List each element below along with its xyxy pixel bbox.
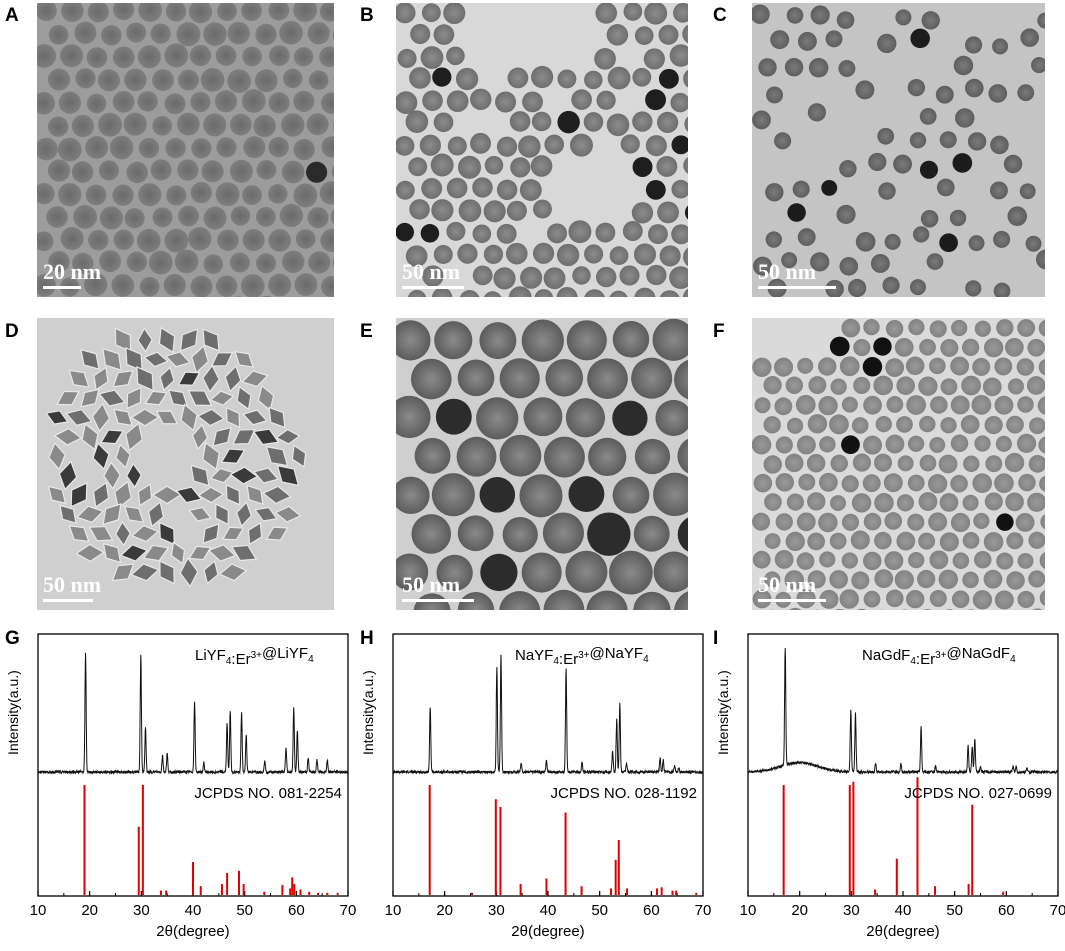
panel-label-d: D [5, 321, 19, 343]
x-tick-label: 60 [643, 902, 660, 919]
plot-frame [393, 634, 703, 896]
sample-label: NaGdF4:Er3+@NaGdF4 [862, 645, 1016, 668]
xrd-pattern-line [748, 648, 1058, 773]
panel-label-e: E [360, 321, 373, 343]
tem-image-b: 50 nm [396, 3, 688, 297]
x-tick-label: 20 [791, 902, 808, 919]
x-tick-label: 70 [1050, 902, 1065, 919]
scale-bar-label-f: 50 nm [758, 572, 816, 597]
x-tick-label: 10 [740, 902, 757, 919]
x-tick-label: 60 [998, 902, 1015, 919]
reference-label: JCPDS NO. 081-2254 [194, 785, 342, 802]
tem-image-e: 50 nm [396, 318, 688, 610]
x-tick-label: 30 [488, 902, 505, 919]
x-tick-label: 30 [133, 902, 150, 919]
reference-label: JCPDS NO. 027-0699 [904, 785, 1052, 802]
x-tick-label: 40 [185, 902, 202, 919]
y-axis-label: Intensity(a.u.) [715, 670, 731, 755]
x-tick-label: 10 [30, 902, 47, 919]
panel-label-c: C [713, 5, 727, 27]
panel-label-f: F [713, 321, 725, 343]
x-axis-label: 2θ(degree) [511, 923, 584, 940]
x-tick-label: 70 [695, 902, 712, 919]
x-tick-label: 40 [540, 902, 557, 919]
x-tick-label: 70 [340, 902, 357, 919]
y-axis-label: Intensity(a.u.) [360, 670, 376, 755]
plot-frame [748, 634, 1058, 896]
x-tick-label: 50 [591, 902, 608, 919]
scale-bar-label-e: 50 nm [402, 572, 460, 597]
scale-bar-a: 20 nm [43, 261, 101, 283]
scale-bar-label-b: 50 nm [402, 259, 460, 284]
reference-label: JCPDS NO. 028-1192 [551, 785, 697, 802]
x-tick-label: 20 [81, 902, 98, 919]
panel-label-a: A [5, 5, 19, 27]
panel-label-b: B [360, 5, 374, 27]
x-axis-label: 2θ(degree) [156, 923, 229, 940]
x-tick-label: 20 [436, 902, 453, 919]
scale-bar-c: 50 nm [758, 261, 816, 283]
x-tick-label: 30 [843, 902, 860, 919]
tem-image-f: 50 nm [752, 318, 1045, 610]
x-tick-label: 40 [895, 902, 912, 919]
scale-bar-label-c: 50 nm [758, 259, 816, 284]
x-tick-label: 10 [385, 902, 402, 919]
scale-bar-e: 50 nm [402, 574, 460, 596]
tem-image-a: 20 nm [37, 3, 334, 297]
tem-image-d: 50 nm [37, 318, 334, 610]
scale-bar-d: 50 nm [43, 574, 101, 596]
xrd-chart-i: 10 20 30 40 50 60 70 2θ(degree) Intensity(a.u.) N… [710, 622, 1065, 946]
x-axis-label: 2θ(degree) [866, 923, 939, 940]
y-axis-label: Intensity(a.u.) [5, 670, 21, 755]
xrd-pattern-line [393, 655, 703, 774]
sample-label: NaYF4:Er3+@NaYF4 [515, 645, 649, 668]
xrd-pattern-line [38, 653, 348, 774]
scale-bar-f: 50 nm [758, 574, 816, 596]
scale-bar-b: 50 nm [402, 261, 460, 283]
scale-bar-label-d: 50 nm [43, 572, 101, 597]
tem-image-c: 50 nm [752, 3, 1045, 297]
xrd-chart-h: 10 20 30 40 50 60 70 2θ(degree) Intensity(a.u.) N… [355, 622, 710, 946]
x-tick-label: 50 [236, 902, 253, 919]
x-tick-label: 50 [946, 902, 963, 919]
sample-label: LiYF4:Er3+@LiYF4 [195, 645, 314, 668]
xrd-chart-g: 10 20 30 40 50 60 70 2θ(degree) Intensity(a.u.) L… [0, 622, 355, 946]
scale-bar-label-a: 20 nm [43, 259, 101, 284]
x-tick-label: 60 [288, 902, 305, 919]
